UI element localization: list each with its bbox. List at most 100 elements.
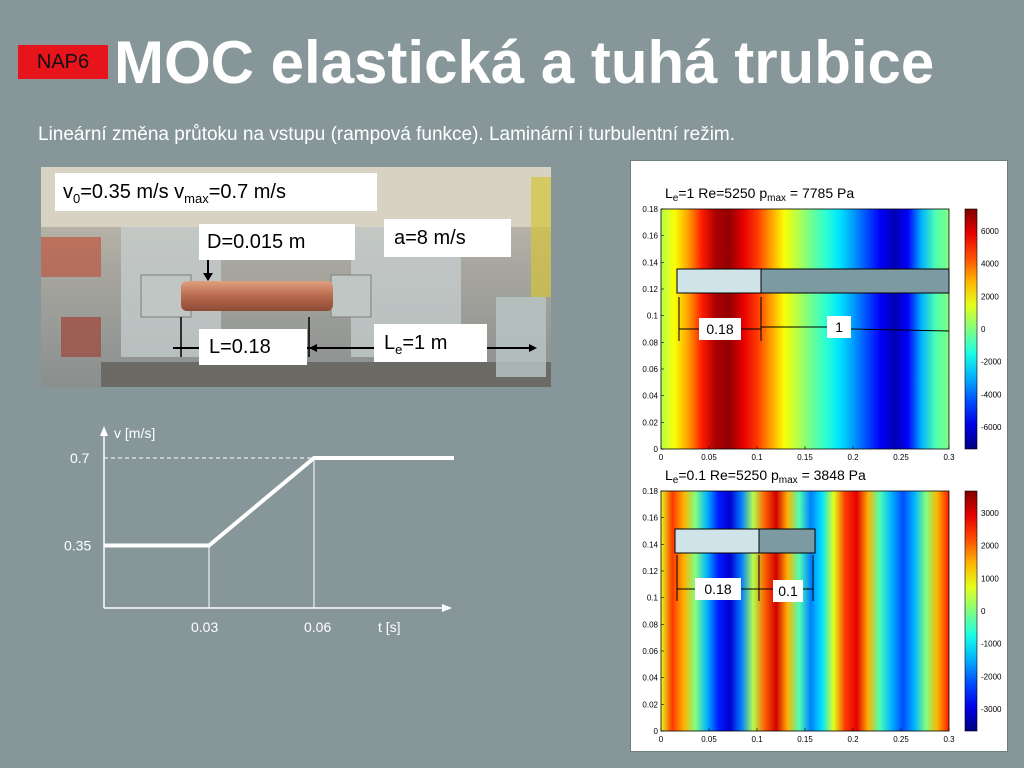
dimension-arrows xyxy=(173,260,537,357)
contour-title-box-1 xyxy=(657,181,903,205)
colorbar-tick-1-5: -4000 xyxy=(981,390,1002,399)
ramp-ylabel: v [m/s] xyxy=(114,425,155,441)
ramp-xlabel: t [s] xyxy=(378,619,401,635)
pipe-dimension-box-1-1 xyxy=(827,316,851,338)
contour-ytick-1-6: 0.12 xyxy=(642,285,658,294)
contour-ytick-2-0: 0 xyxy=(654,727,659,736)
le-arrowhead-right xyxy=(529,344,537,352)
elastic-length-label: Le=1 m xyxy=(374,324,487,362)
pipe-dimension-label-2-1: 0.1 xyxy=(778,583,798,599)
contour-xtick-2-5: 0.25 xyxy=(893,735,909,744)
colorbar-tick-2-3: 0 xyxy=(981,607,986,616)
contour-ytick-1-3: 0.06 xyxy=(642,365,658,374)
contour-ytick-1-8: 0.16 xyxy=(642,232,658,241)
contour-xtick-2-4: 0.2 xyxy=(847,735,859,744)
le-label-sub: e xyxy=(395,342,403,357)
contour-xtick-1-6: 0.3 xyxy=(943,453,955,462)
length-label: L=0.18 xyxy=(199,329,307,365)
velocity-label: v0=0.35 m/s vmax=0.7 m/s xyxy=(55,173,377,211)
le-label-suffix: =1 m xyxy=(402,332,448,354)
contour-title-part-2-prefix: L xyxy=(665,467,673,483)
contour-title-part-1-mid: =1 Re=5250 p xyxy=(678,185,767,201)
contour-title-part-2-suffix: = 3848 Pa xyxy=(798,467,866,483)
contour-xtick-2-0: 0 xyxy=(659,735,664,744)
contour-title-part-1-suffix: = 7785 Pa xyxy=(786,185,854,201)
pipe-segment-2-1 xyxy=(758,528,816,554)
colorbar-2 xyxy=(964,490,978,732)
contour-ytick-1-9: 0.18 xyxy=(642,205,658,214)
contour-xtick-2-1: 0.05 xyxy=(701,735,717,744)
contour-title-box-2 xyxy=(657,463,903,487)
colorbar-tick-1-1: 4000 xyxy=(981,260,999,269)
contour-title-part-1-sub2: max xyxy=(767,193,786,204)
contour-xtick-2-6: 0.3 xyxy=(943,735,955,744)
colorbar-1 xyxy=(964,208,978,450)
contour-ytick-1-1: 0.02 xyxy=(642,418,658,427)
contour-ytick-2-3: 0.06 xyxy=(642,647,658,656)
diameter-label: D=0.015 m xyxy=(199,224,355,260)
contour-xtick-1-2: 0.1 xyxy=(751,453,763,462)
colorbar-tick-1-2: 2000 xyxy=(981,292,999,301)
velocity-label-sub0: 0 xyxy=(73,191,81,206)
contour-ytick-2-8: 0.16 xyxy=(642,514,658,523)
le-label-prefix: L xyxy=(384,332,396,354)
contour-title-part-2-sub: e xyxy=(673,475,679,486)
wave-speed-label: a=8 m/s xyxy=(384,219,511,257)
contour-field-2 xyxy=(660,490,950,732)
diameter-arrowhead xyxy=(203,273,213,281)
slide-subtitle: Lineární změna průtoku na vstupu (rampov… xyxy=(38,124,736,145)
contour-ytick-2-7: 0.14 xyxy=(642,540,658,549)
ramp-chart: v [m/s] t [s] 0.03 0.06 0.35 0.7 xyxy=(64,425,454,635)
contour-xtick-1-0: 0 xyxy=(659,453,664,462)
contour-title-part-1-prefix: L xyxy=(665,185,673,201)
colorbar-tick-1-4: -2000 xyxy=(981,358,1002,367)
slide-badge: NAP6 xyxy=(18,45,108,79)
colorbar-tick-1-3: 0 xyxy=(981,325,986,334)
pipe-dimension-label-1-0: 0.18 xyxy=(706,321,733,337)
pipe-dimension-box-2-0 xyxy=(695,578,741,600)
velocity-label-suffix: =0.7 m/s xyxy=(208,181,286,203)
pipe-segment-2-0 xyxy=(674,528,760,554)
colorbar-tick-2-2: 1000 xyxy=(981,574,999,583)
contour-panel-2: 0 0.02 0.04 0.06 0.08 0.1 0.12 0.14 0.16 0.18 0 0.0… xyxy=(642,463,1002,744)
simulation-panel: 0 0.02 0.04 0.06 0.08 0.1 0.12 0.14 0.16 0.18 0 0.0… xyxy=(630,160,1008,752)
velocity-label-mid: =0.35 m/s v xyxy=(80,181,185,203)
contour-title-part-2-mid: =0.1 Re=5250 p xyxy=(678,467,779,483)
pipe-dimension-box-2-1 xyxy=(773,580,803,602)
contour-ytick-2-2: 0.04 xyxy=(642,674,658,683)
contour-xtick-1-3: 0.15 xyxy=(797,453,813,462)
pipe-dimension-box-1-0 xyxy=(699,318,741,340)
contour-title-part-2-sub2: max xyxy=(779,475,798,486)
contour-ytick-1-4: 0.08 xyxy=(642,338,658,347)
colorbar-tick-1-6: -6000 xyxy=(981,423,1002,432)
contour-ytick-2-1: 0.02 xyxy=(642,700,658,709)
contour-title-2: Le=0.1 Re=5250 pmax = 3848 Pa xyxy=(665,467,866,486)
contour-ytick-2-6: 0.12 xyxy=(642,567,658,576)
le-arrowhead-left xyxy=(309,344,317,352)
contour-ytick-1-5: 0.1 xyxy=(647,312,659,321)
colorbar-tick-2-1: 2000 xyxy=(981,542,999,551)
contour-title-part-1-sub: e xyxy=(673,193,679,204)
contour-ytick-1-0: 0 xyxy=(654,445,659,454)
ramp-ytick-0.7: 0.7 xyxy=(70,450,90,466)
contour-ytick-2-5: 0.1 xyxy=(647,594,659,603)
contour-ytick-1-7: 0.14 xyxy=(642,258,658,267)
ramp-y-arrowhead xyxy=(100,426,108,436)
pipe-dimension-label-2-0: 0.18 xyxy=(704,581,731,597)
colorbar-tick-2-6: -3000 xyxy=(981,705,1002,714)
colorbar-tick-2-4: -1000 xyxy=(981,640,1002,649)
contour-xtick-2-3: 0.15 xyxy=(797,735,813,744)
contour-ytick-2-9: 0.18 xyxy=(642,487,658,496)
pipe-segment-1-0 xyxy=(676,268,762,294)
ramp-xtick-0.03: 0.03 xyxy=(191,619,218,635)
contour-xtick-1-4: 0.2 xyxy=(847,453,859,462)
velocity-label-v0: v xyxy=(63,181,73,203)
colorbar-tick-1-0: 6000 xyxy=(981,227,999,236)
ramp-series-line xyxy=(104,456,454,548)
pipe-dimension-label-1-1: 1 xyxy=(835,319,843,335)
slide-title: MOC elastická a tuhá trubice xyxy=(114,29,935,96)
contour-ytick-2-4: 0.08 xyxy=(642,620,658,629)
contour-ytick-1-2: 0.04 xyxy=(642,392,658,401)
ramp-x-arrowhead xyxy=(442,604,452,612)
colorbar-tick-2-0: 3000 xyxy=(981,509,999,518)
